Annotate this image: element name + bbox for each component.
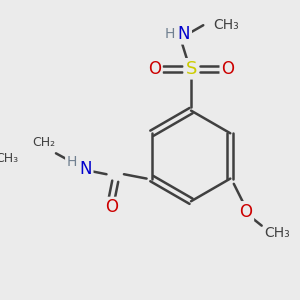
Text: O: O	[221, 60, 234, 78]
Text: CH₃: CH₃	[213, 18, 239, 32]
Text: N: N	[178, 25, 190, 43]
Text: CH₂: CH₂	[32, 136, 55, 149]
Text: O: O	[105, 198, 118, 216]
Text: O: O	[148, 60, 161, 78]
Text: O: O	[239, 203, 253, 221]
Text: S: S	[185, 60, 197, 78]
Text: H: H	[165, 27, 175, 41]
Text: N: N	[79, 160, 92, 178]
Text: H: H	[67, 155, 77, 169]
Text: CH₃: CH₃	[265, 226, 290, 240]
Text: CH₃: CH₃	[0, 152, 19, 165]
